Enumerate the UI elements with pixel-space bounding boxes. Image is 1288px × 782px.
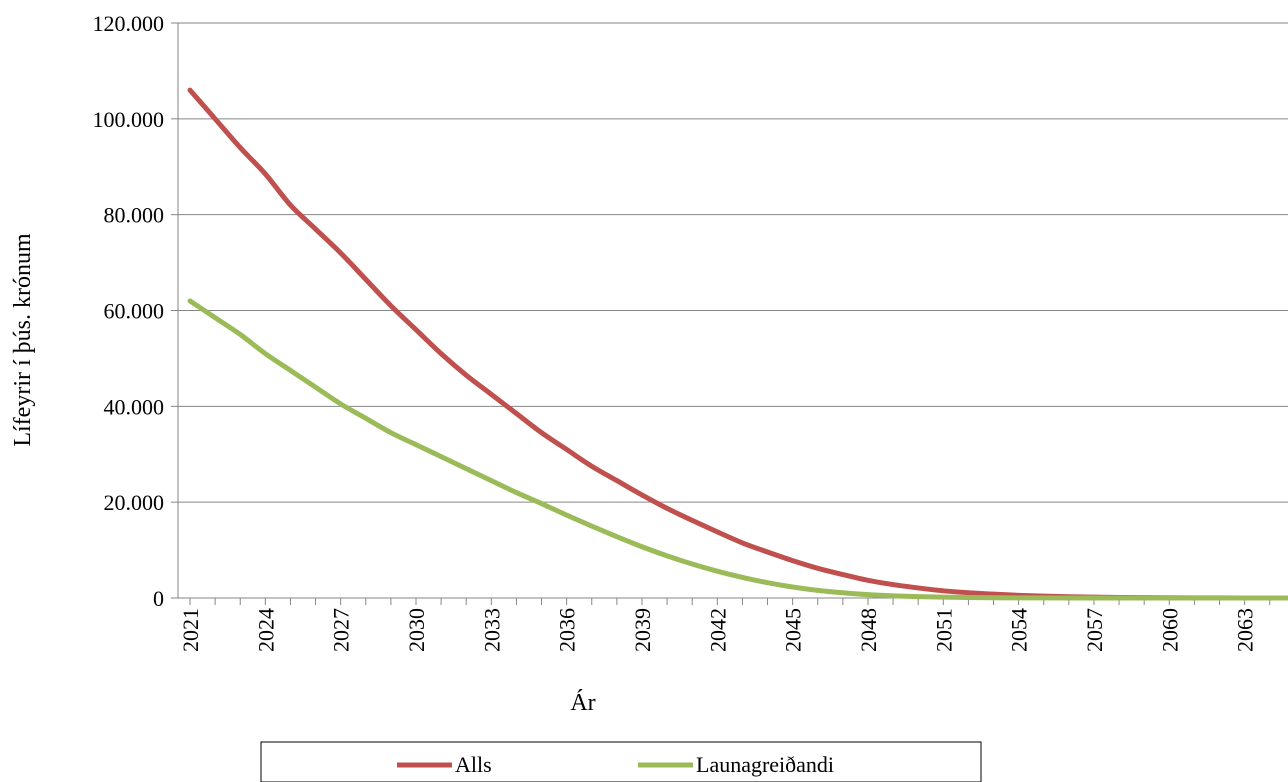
x-tick-label: 2048	[856, 608, 881, 652]
y-tick-label: 80.000	[104, 203, 165, 228]
x-tick-label: 2033	[479, 608, 504, 652]
y-tick-label: 60.000	[104, 299, 165, 324]
x-tick-label: 2054	[1007, 608, 1032, 652]
x-tick-label: 2030	[404, 608, 429, 652]
x-tick-label: 2051	[931, 608, 956, 652]
x-tick-label: 2042	[705, 608, 730, 652]
x-tick-label: 2039	[630, 608, 655, 652]
x-tick-label: 2021	[178, 608, 203, 652]
y-tick-label: 0	[153, 586, 164, 611]
x-tick-label: 2060	[1157, 608, 1182, 652]
x-tick-label: 2063	[1233, 608, 1258, 652]
x-tick-label: 2057	[1082, 608, 1107, 652]
y-tick-label: 20.000	[104, 490, 165, 515]
gridlines	[178, 22, 1288, 503]
legend: Alls Launagreiðandi	[260, 741, 982, 782]
x-tick-label: 2027	[329, 608, 354, 652]
x-axis-ticks: 2021 2024 2027 2030 2033 2036 2039 2042 2045 2048…	[178, 598, 1271, 652]
series-lines	[187, 87, 1288, 601]
y-tick-label: 40.000	[104, 394, 165, 419]
legend-box	[260, 741, 982, 782]
series-line-alls	[187, 87, 1288, 601]
x-tick-label: 2024	[253, 608, 278, 652]
y-axis-title: Lífeyrir í þús. krónum	[10, 233, 36, 447]
x-tick-label: 2045	[781, 608, 806, 652]
x-axis-title: Ár	[570, 690, 595, 716]
y-tick-label: 120.000	[93, 11, 165, 36]
legend-label-launagreidandi: Launagreiðandi	[696, 752, 834, 777]
y-tick-label: 100.000	[93, 107, 165, 132]
legend-label-alls: Alls	[455, 752, 492, 777]
series-line-launagreidandi	[187, 298, 1288, 601]
y-axis-ticks: 0 20.000 40.000 60.000 80.000 100.000 120.000	[93, 11, 178, 611]
x-tick-label: 2036	[555, 608, 580, 652]
